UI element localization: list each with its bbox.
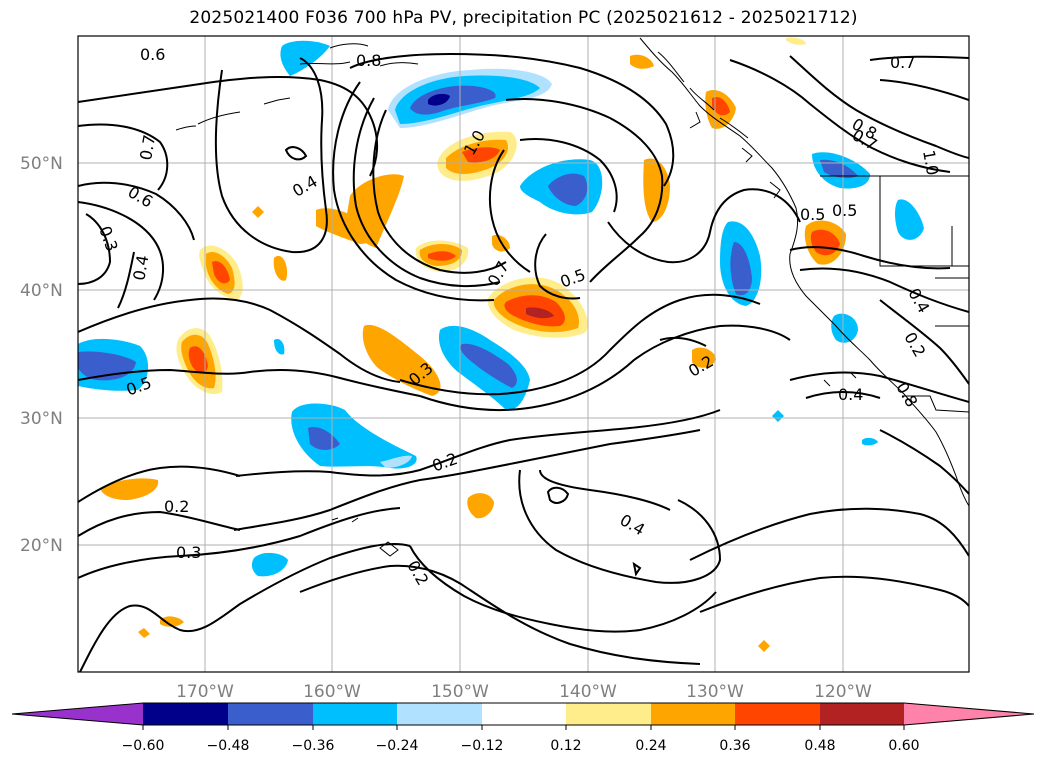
contour-label: 0.5 <box>800 205 825 224</box>
contour-label: 0.2 <box>900 329 929 361</box>
colorbar-tick-label: 0.36 <box>719 738 750 754</box>
colorbar-tick-label: 0.12 <box>550 738 581 754</box>
contour-label: 0.5 <box>558 265 588 292</box>
pv-contours <box>78 52 969 672</box>
contour-label: 0.4 <box>838 385 863 404</box>
colorbar-tick-label: −0.36 <box>292 738 335 754</box>
colorbar-tick-label: −0.60 <box>122 738 165 754</box>
lon-label: 170°W <box>176 682 234 702</box>
contour-label: 0.2 <box>164 497 189 516</box>
contour-label: 1.0 <box>919 149 942 177</box>
contour-label: 0.7 <box>136 133 159 161</box>
colorbar-segment <box>313 703 397 725</box>
lon-label: 120°W <box>814 682 872 702</box>
colorbar-segment <box>820 703 904 725</box>
positive-precip-anomaly <box>100 37 846 652</box>
colorbar-tick-label: 0.60 <box>888 738 919 754</box>
lat-label: 20°N <box>20 536 63 556</box>
gridlines <box>78 36 969 672</box>
map-frame <box>77 35 970 673</box>
contour-label: 0.3 <box>176 543 201 562</box>
contour-label: 0.7 <box>890 53 915 72</box>
colorbar-segment <box>482 703 566 725</box>
contour-label: 0.8 <box>892 379 921 411</box>
lat-label: 40°N <box>20 281 63 301</box>
colorbar-tick-label: 0.24 <box>635 738 666 754</box>
lon-label: 160°W <box>303 682 361 702</box>
colorbar-tick-label: 0.48 <box>804 738 835 754</box>
contour-label: 0.4 <box>617 510 649 539</box>
colorbar: −0.60 −0.48 −0.36 −0.24 −0.12 0.12 0.24 … <box>11 702 1035 754</box>
colorbar-segment <box>397 703 482 725</box>
latitude-labels: 50°N 40°N 30°N 20°N <box>20 154 63 556</box>
longitude-labels: 170°W 160°W 150°W 140°W 130°W 120°W <box>176 682 872 702</box>
colorbar-segment <box>735 703 820 725</box>
contour-label: 0.2 <box>430 449 460 476</box>
contour-label: 0.8 <box>356 51 381 70</box>
lat-label: 30°N <box>20 409 63 429</box>
coastlines <box>175 37 969 557</box>
colorbar-max-extend <box>904 703 1034 725</box>
contour-label: 0.4 <box>289 171 321 200</box>
precip-shading <box>78 37 924 652</box>
lon-label: 140°W <box>559 682 617 702</box>
lat-label: 50°N <box>20 154 63 174</box>
map-title: 2025021400 F036 700 hPa PV, precipitatio… <box>189 8 858 28</box>
colorbar-tick-label: −0.48 <box>207 738 250 754</box>
contour-label: 0.3 <box>95 224 122 254</box>
contour-label: 0.5 <box>832 201 857 220</box>
colorbar-tick-label: −0.24 <box>376 738 419 754</box>
contour-label: 0.6 <box>125 182 157 211</box>
contour-label: 0.4 <box>129 254 152 282</box>
colorbar-segment <box>228 703 313 725</box>
lon-label: 130°W <box>686 682 744 702</box>
contour-label: 0.2 <box>403 557 432 589</box>
colorbar-segment <box>143 703 228 725</box>
lon-label: 150°W <box>431 682 489 702</box>
colorbar-segment <box>651 703 735 725</box>
colorbar-segment <box>566 703 651 725</box>
colorbar-tick-label: −0.12 <box>461 738 504 754</box>
contour-label: 0.6 <box>140 45 165 64</box>
colorbar-min-extend <box>12 703 143 725</box>
